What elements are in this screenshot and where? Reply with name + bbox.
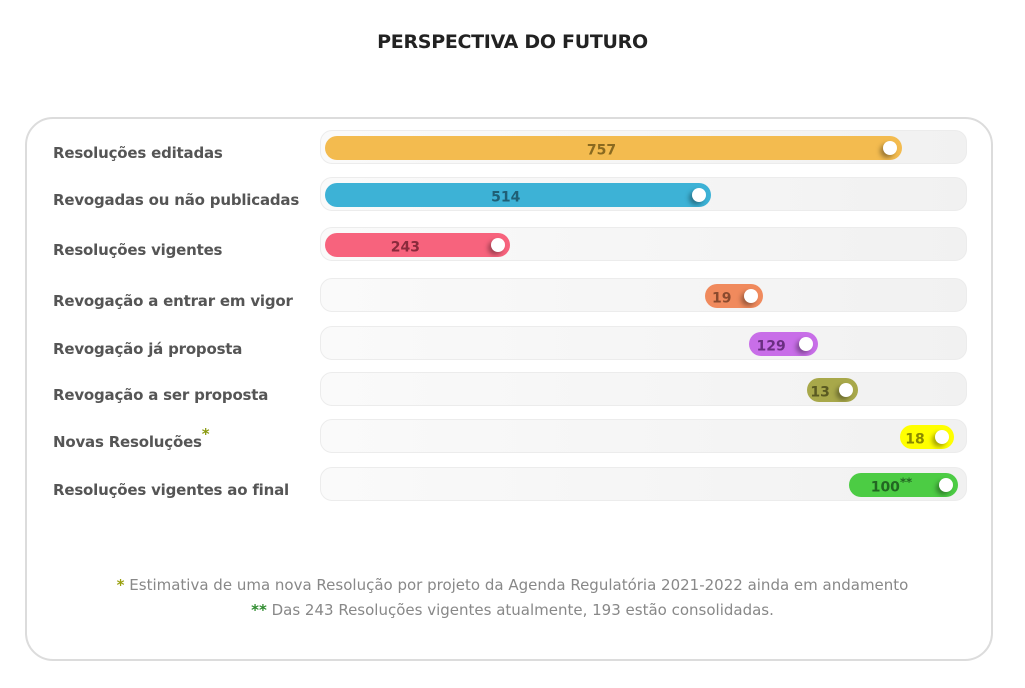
bar: 100** <box>849 473 958 497</box>
bar: 18 <box>900 425 954 449</box>
category-label: Resoluções vigentes ao final <box>53 481 289 499</box>
bar-row: Novas Resoluções* 18 <box>0 419 1025 453</box>
bar-track: 757 <box>320 130 967 164</box>
bar-row: Revogação já proposta 129 <box>0 326 1025 360</box>
bar-row: Revogação a ser proposta 13 <box>0 372 1025 406</box>
category-label: Revogadas ou não publicadas <box>53 191 300 209</box>
value-label: 18 <box>905 431 925 448</box>
bar: 129 <box>748 332 818 356</box>
footnote-text: Estimativa de uma nova Resolução por pro… <box>129 576 909 594</box>
category-label: Resoluções editadas <box>53 144 223 162</box>
knob-icon <box>938 478 953 492</box>
bar-track: 243 <box>320 227 967 261</box>
chart-title: PERSPECTIVA DO FUTURO <box>377 31 648 53</box>
bar-row: Revogação a entrar em vigor 19 <box>0 278 1025 312</box>
bar-row: Revogadas ou não publicadas 514 <box>0 177 1025 211</box>
category-label: Revogação já proposta <box>53 340 243 358</box>
footnote-1: * Estimativa de uma nova Resolução por p… <box>0 576 1025 594</box>
value-label: 514 <box>491 189 521 206</box>
chart-card <box>25 117 993 661</box>
category-label: Revogação a entrar em vigor <box>53 292 293 310</box>
bar-track: 129 <box>320 326 967 360</box>
bar: 19 <box>704 284 763 308</box>
footnote-mark: * <box>116 576 125 594</box>
bar: 757 <box>324 136 903 160</box>
value-label: 100** <box>870 474 913 496</box>
value-label: 757 <box>586 142 617 159</box>
knob-icon <box>883 141 898 155</box>
bar-row: Resoluções vigentes ao final 100** <box>0 467 1025 501</box>
knob-icon <box>934 430 949 444</box>
knob-icon <box>691 188 706 202</box>
bar-track: 100** <box>320 467 967 501</box>
bar-track: 13 <box>320 372 967 406</box>
bar-row: Resoluções vigentes 243 <box>0 227 1025 261</box>
value-label: 13 <box>810 384 830 401</box>
value-label: 19 <box>712 290 732 307</box>
bar-track: 19 <box>320 278 967 312</box>
footnote-text: Das 243 Resoluções vigentes atualmente, … <box>271 601 774 619</box>
bar-row: Resoluções editadas 757 <box>0 130 1025 164</box>
footnote-mark: ** <box>251 601 267 619</box>
value-label: 129 <box>756 338 786 355</box>
category-label: Resoluções vigentes <box>53 241 223 259</box>
knob-icon <box>490 238 505 252</box>
bar-track: 514 <box>320 177 967 211</box>
value-label: 243 <box>390 239 421 256</box>
bar-track: 18 <box>320 419 967 453</box>
knob-icon <box>743 289 758 303</box>
knob-icon <box>798 337 813 351</box>
bar: 13 <box>806 378 858 402</box>
bar: 514 <box>324 183 711 207</box>
category-label: Novas Resoluções* <box>53 425 210 451</box>
knob-icon <box>838 383 853 397</box>
footnote-2: ** Das 243 Resoluções vigentes atualment… <box>0 601 1025 619</box>
bar: 243 <box>324 233 510 257</box>
category-label: Revogação a ser proposta <box>53 386 269 404</box>
